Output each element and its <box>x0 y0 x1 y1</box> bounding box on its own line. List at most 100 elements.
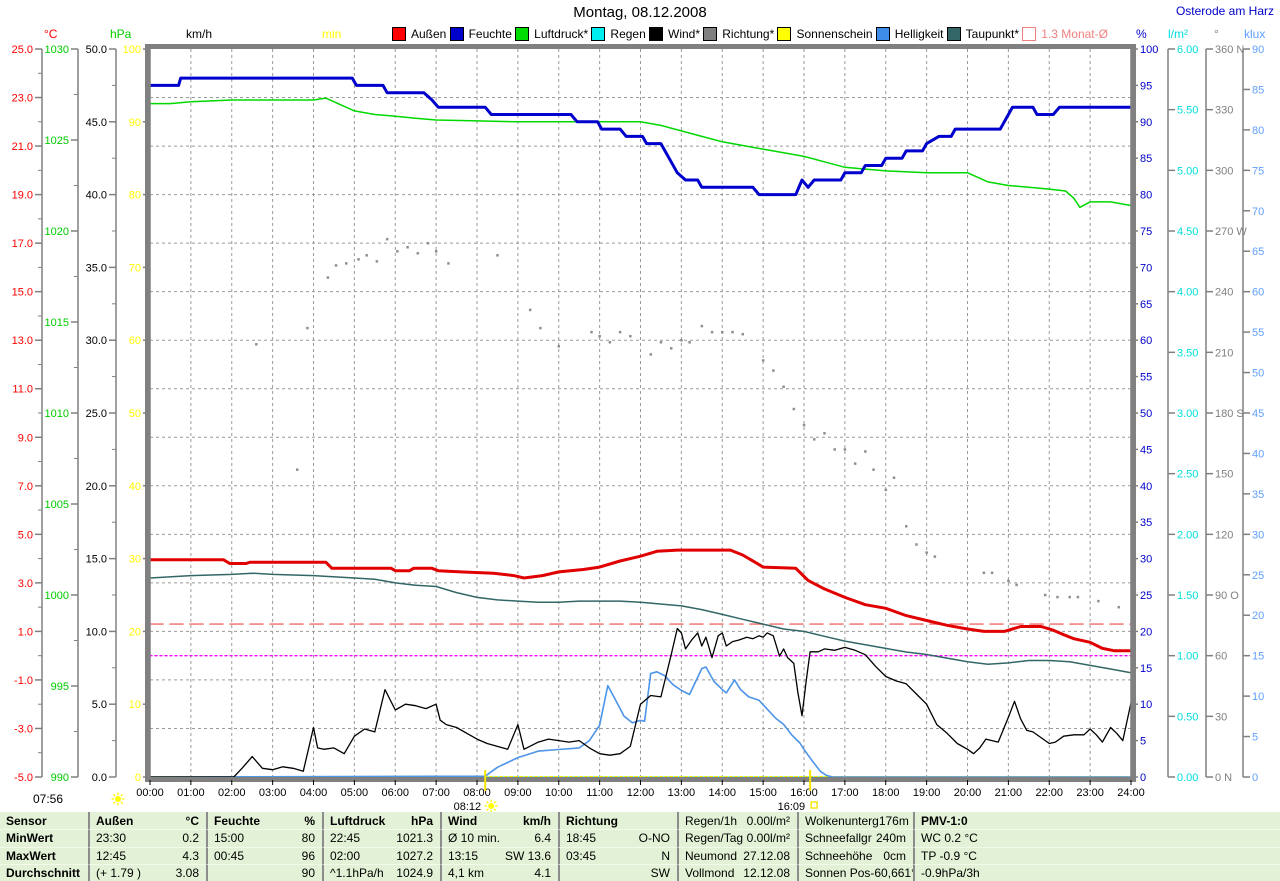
cell-value: km/h <box>522 813 551 828</box>
cell-value: SW <box>650 865 670 880</box>
svg-text:10:00: 10:00 <box>545 787 573 799</box>
cell-label: Wind <box>448 813 478 828</box>
cell-value: 96 <box>301 848 315 863</box>
x-axis: 00:00 01:00 02:00 03:00 04:00 05:00 06:00 07:00… <box>136 780 1145 799</box>
series-helligkeit <box>150 666 1131 777</box>
table-cell-r2-c6: Neumond 27.12.08 <box>677 846 797 864</box>
svg-text:-3.0: -3.0 <box>14 723 33 735</box>
cell-label: Wolkenunterg <box>805 813 879 828</box>
svg-text:90: 90 <box>129 117 141 129</box>
legend-label: Taupunkt* <box>965 27 1020 41</box>
cell-value: % <box>304 813 315 828</box>
cell-value: O-NO <box>638 831 670 846</box>
cell-value: 4.1 <box>534 865 551 880</box>
table-cell-r1-c8: WC 0.2 °C <box>913 829 1280 847</box>
svg-text:3.0: 3.0 <box>18 578 33 590</box>
svg-text:25.0: 25.0 <box>86 408 107 420</box>
svg-text:40: 40 <box>129 481 141 493</box>
svg-text:10: 10 <box>1140 699 1152 711</box>
cell-label: Durchschnitt <box>6 865 81 880</box>
series-taupunkt <box>150 572 1131 674</box>
svg-text:01:00: 01:00 <box>177 787 205 799</box>
cell-label: Luftdruck <box>330 813 386 828</box>
table-cell-r0-c1: Außen °C <box>88 812 206 830</box>
svg-text:7.0: 7.0 <box>18 481 33 493</box>
svg-text:0.00: 0.00 <box>1177 772 1198 784</box>
legend-label: Luftdruck* <box>534 27 589 41</box>
svg-text:4.00: 4.00 <box>1177 287 1198 299</box>
cell-label: Sonnen Pos <box>805 865 871 880</box>
table-cell-r1-c1: 23:30 0.2 <box>88 829 206 847</box>
cell-label: -0.9hPa/3h <box>921 865 980 880</box>
cell-label: TP -0.9 °C <box>921 848 977 863</box>
table-cell-r0-c6: Regen/1h 0.00l/m² <box>677 812 797 830</box>
sunrise-time: 08:12 <box>454 801 482 812</box>
cell-value: -60,661° <box>870 865 913 880</box>
svg-text:03:00: 03:00 <box>259 787 287 799</box>
legend: Außen Feuchte Luftdruck* Regen Wind* Richtung… <box>392 26 1108 42</box>
cell-value: hPa <box>410 813 433 828</box>
table-cell-r2-c1: 12:45 4.3 <box>88 846 206 864</box>
svg-text:30: 30 <box>1140 554 1152 566</box>
svg-text:1000: 1000 <box>45 590 69 602</box>
svg-text:1010: 1010 <box>45 408 69 420</box>
svg-text:12:00: 12:00 <box>627 787 655 799</box>
svg-text:80: 80 <box>1252 125 1264 137</box>
legend-item-richtung-: Richtung* <box>703 27 774 41</box>
svg-text:995: 995 <box>51 681 69 693</box>
unit-header-lm2: l/m² <box>1168 27 1188 41</box>
legend-item-regen: Regen <box>591 27 646 41</box>
legend-color-box <box>515 27 530 41</box>
cell-value: °C <box>185 813 199 828</box>
table-cell-r3-c6: Vollmond 12.12.08 <box>677 863 797 881</box>
svg-text:15: 15 <box>1140 663 1152 675</box>
legend-item-au-en: Außen <box>392 27 446 41</box>
svg-text:02:00: 02:00 <box>218 787 246 799</box>
svg-text:40: 40 <box>1252 448 1264 460</box>
svg-text:0: 0 <box>135 772 141 784</box>
series-wind <box>150 627 1131 777</box>
svg-text:23:00: 23:00 <box>1076 787 1104 799</box>
svg-text:1.0: 1.0 <box>18 626 33 638</box>
svg-text:80: 80 <box>1140 190 1152 202</box>
table-cell-r2-c3: 02:00 1027.2 <box>322 846 440 864</box>
svg-text:09:00: 09:00 <box>504 787 532 799</box>
svg-text:3.00: 3.00 <box>1177 408 1198 420</box>
cell-value: 0.00l/m² <box>746 813 790 828</box>
legend-item-wind-: Wind* <box>649 27 700 41</box>
svg-text:30.0: 30.0 <box>86 335 107 347</box>
svg-text:17:00: 17:00 <box>831 787 859 799</box>
unit-header-min: min <box>322 27 342 41</box>
table-cell-r1-c3: 22:45 1021.3 <box>322 829 440 847</box>
table-cell-r2-c8: TP -0.9 °C <box>913 846 1280 864</box>
cell-label: 13:15 <box>448 848 479 863</box>
svg-text:00:00: 00:00 <box>136 787 164 799</box>
svg-text:06:00: 06:00 <box>381 787 409 799</box>
sunset-icon <box>810 801 818 809</box>
svg-text:5.0: 5.0 <box>92 699 107 711</box>
dawn-time: 07:56 <box>33 792 63 806</box>
legend-label: Außen <box>411 27 447 41</box>
axis-deg: 360 N 330 300 270 W 240 210 180 S 150 120 90 O 60 3… <box>1205 44 1247 784</box>
legend-item-luftdruck-: Luftdruck* <box>515 27 588 41</box>
cell-label: (+ 1.79 ) <box>96 865 142 880</box>
svg-text:10: 10 <box>129 699 141 711</box>
cell-value: N <box>661 848 670 863</box>
table-cell-r3-c1: (+ 1.79 ) 3.08 <box>88 863 206 881</box>
svg-text:60: 60 <box>129 335 141 347</box>
weather-day-chart: 25.0 23.0 21.0 19.0 17.0 15.0 13.0 11.0 9.0 7.0 5.… <box>12 44 1264 812</box>
svg-text:100: 100 <box>123 44 141 56</box>
cell-label: Feuchte <box>214 813 261 828</box>
cell-value: 12.12.08 <box>743 865 790 880</box>
svg-text:19:00: 19:00 <box>913 787 941 799</box>
cell-value: 0.00l/m² <box>746 831 790 846</box>
svg-text:15.0: 15.0 <box>86 554 107 566</box>
cell-value: SW 13.6 <box>504 848 551 863</box>
svg-text:20.0: 20.0 <box>86 481 107 493</box>
table-cell-r1-c0: MinWert <box>0 829 88 846</box>
svg-text:24:00: 24:00 <box>1117 787 1145 799</box>
legend-color-box <box>591 27 606 41</box>
svg-text:95: 95 <box>1140 80 1152 92</box>
legend-color-box <box>1022 27 1037 41</box>
